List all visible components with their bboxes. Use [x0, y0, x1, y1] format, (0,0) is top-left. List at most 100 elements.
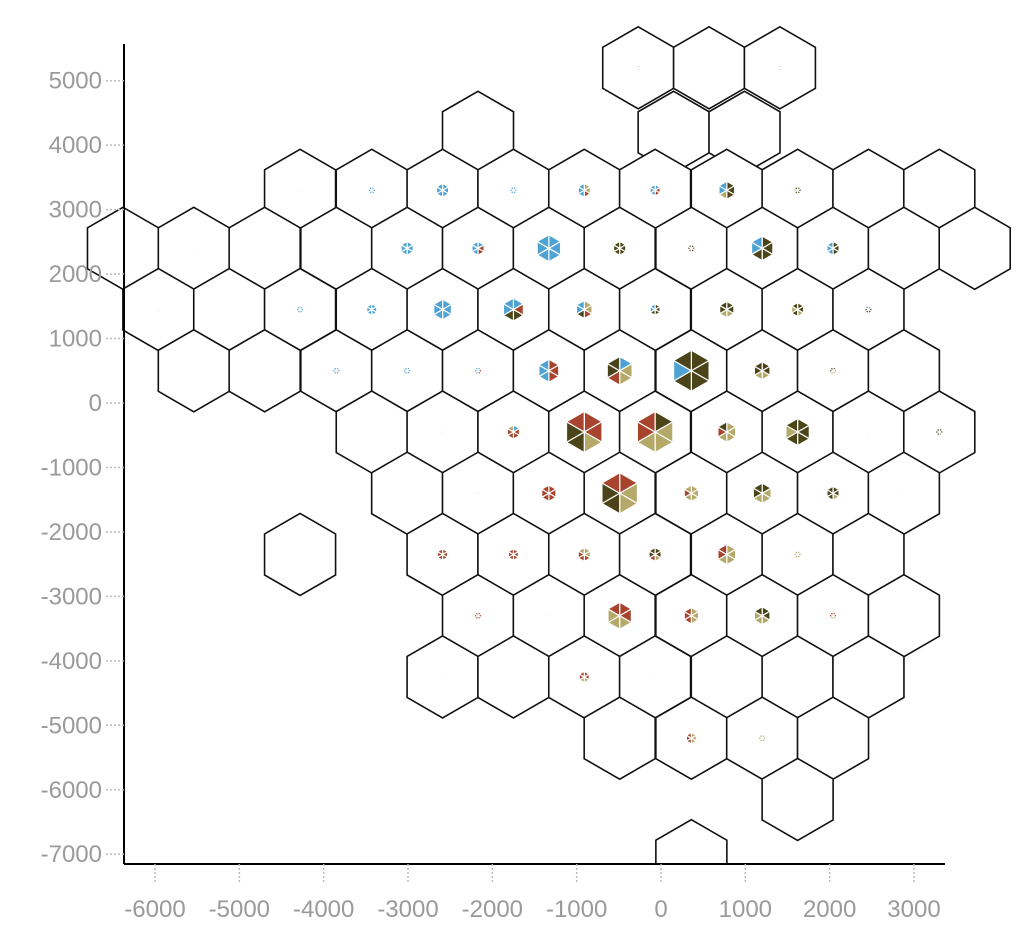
- hexbin-segment: [647, 546, 656, 556]
- hexbin-segment: [934, 426, 940, 434]
- hexbin-segment: [298, 552, 301, 556]
- hexbin-cell: [263, 512, 337, 597]
- hexbin-segment: [863, 304, 870, 311]
- hexbin-segment: [866, 188, 870, 192]
- hexbin-segment: [753, 605, 763, 617]
- hexbin-segment: [439, 428, 444, 434]
- x-tick-label: -6000: [124, 896, 185, 923]
- hexbin-segment: [683, 484, 692, 495]
- hexbin-segment: [634, 63, 639, 69]
- hexbin-segment: [191, 368, 195, 372]
- hexbin-segment: [828, 610, 834, 617]
- hexbin-segment: [565, 410, 585, 434]
- hexbin-segment: [473, 610, 479, 617]
- hexbin-segment: [648, 302, 656, 311]
- hexbin-segment: [790, 301, 799, 311]
- hexbin-segment: [794, 673, 799, 678]
- y-tick-label: 4000: [49, 132, 102, 159]
- hexbin-cell: [655, 818, 728, 864]
- hexbin-segment: [575, 299, 585, 311]
- hexbin-cell: [725, 328, 799, 413]
- hexbin-segment: [865, 673, 870, 678]
- hexbin-cell: [761, 757, 834, 842]
- hexbin-segment: [508, 185, 515, 192]
- hexbin-segment: [432, 298, 444, 311]
- hexbin-segment: [750, 234, 763, 250]
- hexbin-segment: [825, 240, 834, 250]
- hexbin-segment: [937, 188, 940, 192]
- hexbin-segment: [828, 365, 834, 372]
- hexbin-cell: [796, 451, 870, 536]
- hexbin-segment: [262, 368, 266, 372]
- hexbin-segment: [792, 185, 799, 192]
- x-tick-label: -1000: [546, 896, 607, 923]
- hexbin-segment: [742, 130, 746, 134]
- hexbin-layer: [86, 25, 1012, 864]
- x-tick-label: 0: [654, 896, 667, 923]
- hexbin-segment: [723, 673, 728, 678]
- hexbin-segment: [473, 365, 479, 372]
- hexbin-segment: [435, 182, 444, 192]
- hexbin-segment: [683, 606, 692, 617]
- hexbin-segment: [672, 349, 692, 372]
- y-tick-label: -2000: [41, 519, 102, 546]
- hexbin-segment: [685, 731, 692, 740]
- hexbin-cell: [601, 25, 675, 110]
- x-tick-label: 2000: [803, 896, 856, 923]
- y-tick-label: -4000: [41, 648, 102, 675]
- hexbin-cell: [938, 206, 1012, 291]
- hexbin-cell: [761, 390, 834, 474]
- hexbin-segment: [470, 240, 479, 250]
- hexbin-segment: [577, 546, 585, 556]
- hexbin-segment: [436, 547, 444, 556]
- hexbin-segment: [784, 417, 799, 434]
- hexbin-segment: [365, 302, 373, 311]
- hexbin-segment: [757, 733, 763, 740]
- hexbin-segment: [578, 670, 585, 678]
- hexbin-segment: [155, 306, 159, 311]
- hexbin-segment: [474, 489, 479, 495]
- hexbin-segment: [545, 612, 550, 617]
- hexbin-segment: [540, 484, 550, 495]
- hexbin-cell: [583, 451, 656, 536]
- y-tick-label: 3000: [49, 197, 102, 224]
- hexbin-cell: [655, 696, 728, 781]
- y-tick-label: -3000: [41, 583, 102, 610]
- hexbin-segment: [795, 797, 799, 801]
- hexbin-segment: [716, 543, 728, 556]
- hexbin-segment: [900, 612, 905, 617]
- y-tick-label: -7000: [41, 841, 102, 868]
- x-tick-label: -3000: [377, 896, 438, 923]
- hexbin-segment: [671, 129, 675, 134]
- x-tick-label: 1000: [719, 896, 772, 923]
- hexbin-cell: [512, 206, 586, 291]
- hexbin-segment: [405, 491, 408, 495]
- hexbin-segment: [402, 365, 408, 372]
- hexbin-segment: [332, 244, 337, 250]
- y-tick-label: 5000: [49, 68, 102, 95]
- hexbin-segment: [648, 183, 656, 192]
- hexbin-segment: [651, 673, 656, 678]
- hexbin-segment: [369, 430, 373, 434]
- hexbin-segment: [537, 358, 550, 372]
- y-tick-label: -5000: [41, 712, 102, 739]
- hexbin-cell: [406, 635, 479, 719]
- hexbin-segment: [716, 420, 728, 434]
- hexbin-segment: [600, 471, 621, 495]
- hexbin-segment: [331, 365, 337, 372]
- hexbin-segment: [119, 244, 124, 250]
- hexbin-segment: [972, 246, 976, 250]
- y-tick-label: 2000: [49, 261, 102, 288]
- hexbin-segment: [366, 185, 373, 192]
- hexbin-segment: [717, 180, 728, 192]
- x-tick-label: -5000: [209, 896, 270, 923]
- hexbin-segment: [776, 63, 781, 69]
- hexbin-segment: [606, 355, 621, 372]
- hexbin-segment: [825, 485, 834, 495]
- y-tick-label: 1000: [49, 326, 102, 353]
- hexbin-segment: [295, 304, 301, 311]
- hexbin-segment: [636, 410, 656, 434]
- hexbin-segment: [718, 300, 728, 311]
- hexbin-cell: [796, 573, 870, 658]
